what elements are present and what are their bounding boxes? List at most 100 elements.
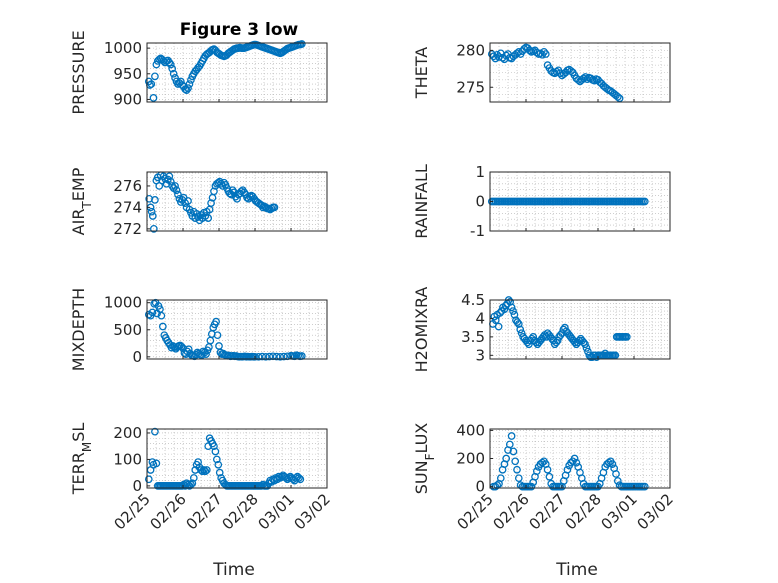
panel-7-y-axis-label: TERRMSL [69,423,94,496]
panel-8-data-point [545,472,554,481]
panel-4-y-tick-label: -1 [470,222,485,240]
panel-8-data-point [563,465,572,474]
panel-3-y-tick-label: 276 [113,177,142,195]
panel-8-x-tick-label: 02/25 [454,490,497,533]
panel-3-data-point [184,197,192,205]
panel-1-y-tick-label: 900 [113,90,142,108]
panel-3-data-point [147,207,156,216]
panel-7-x-tick-label: 02/28 [219,490,262,533]
panel-7-data-point [214,460,223,469]
panel-8-data-point [505,440,514,449]
panel-7-data-point [201,467,210,476]
panel-5-y-tick-label: 500 [113,321,142,339]
panel-2-data-point [556,69,565,78]
panel-6-y-tick-label: 3 [475,346,485,364]
panel-2-data-point [520,45,529,53]
panel-1-y-tick-label: 950 [113,65,142,83]
panel-5-data-point [157,311,166,320]
panel-2-data-point [540,47,548,56]
panel-1-data-point [168,64,177,73]
panel-4-data-point [640,197,649,206]
panel-1-data-point [151,72,159,81]
panel-7-data-point [212,455,221,464]
panel-6-data-point [532,338,540,347]
panel-1-y-tick-label: 1000 [104,39,142,57]
panel-4-y-tick-label: 1 [475,163,485,181]
panel-3-data-point [148,212,157,220]
panel-3-data-point [210,187,218,196]
panel-6-data-point [575,336,584,345]
panel-6-data-point [516,325,525,334]
panel-6-y-axis-label: H2OMIXRA [412,287,431,373]
panel-8-data-point [507,432,516,440]
panel-2-y-axis-label: THETA [412,47,431,99]
panel-8-x-tick-label: 02/26 [490,490,533,533]
panel-5-data-point [213,331,222,340]
panel-7-data-point [292,474,300,482]
panel-2-data-point [613,92,622,101]
panel-8-data-point [640,482,649,491]
panel-1-data-point [155,55,164,64]
panel-3-axes-frame [146,171,328,232]
panel-1-data-point [166,60,175,69]
panel-7-x-tick-label: 02/25 [111,490,154,533]
panel-6-axes-frame [489,299,671,360]
panel-8-data-point [570,454,579,463]
panel-7-data-point [194,458,202,466]
panel-2-data-point [581,73,590,81]
panel-3-data-point [270,203,279,212]
panel-7-data-point [296,475,305,484]
panel-7-data-point [152,459,161,468]
panel-1-data-point [185,80,194,88]
panel-3-data-point [207,199,215,207]
panel-8-data-point [513,465,521,474]
panel-5-data-point [212,317,220,326]
panel-5-data-point [150,299,159,308]
panel-5-data-point [148,308,157,317]
panel-5-y-tick-label: 1000 [104,294,142,312]
panel-8-data-point [538,458,547,467]
panel-2-y-tick-label: 280 [456,41,485,59]
panel-8-data-point [608,460,617,468]
panel-3-y-tick-label: 274 [113,198,142,216]
panel-8-y-tick-label: 0 [475,478,485,496]
panel-8-x-axis-label: Time [555,560,598,580]
panel-3-data-point [204,214,213,222]
panel-7-data-point [210,442,218,451]
panel-1-title: Figure 3 low [180,20,299,40]
panel-8-x-tick-label: 03/02 [634,490,677,533]
panel-3-data-point [246,192,254,201]
panel-7-y-tick-label: 0 [132,477,142,495]
panel-5-y-tick-label: 0 [132,348,142,366]
panel-2-data-point [500,55,509,64]
panel-6-data-point [582,344,591,352]
panel-8-data-point [572,458,581,467]
panel-7-data-point [202,466,211,474]
panel-7-x-tick-label: 02/26 [147,490,190,533]
panel-6-data-point [507,303,516,312]
panel-7-x-tick-label: 03/02 [291,490,334,533]
panel-1-data-point [149,94,158,102]
panel-7-axes-frame [146,428,328,489]
panel-1-data-point [169,69,178,78]
panel-7-data-point [188,479,197,488]
panel-2-data-point [525,46,534,55]
panel-8-data-point [511,457,520,466]
panel-3-data-point [172,186,181,195]
panel-6-data-point [513,318,522,326]
panel-8-y-tick-label: 200 [456,450,485,468]
panel-3-data-point [166,177,175,186]
panel-8-x-tick-label: 03/01 [598,490,641,533]
panel-8-data-point [502,454,511,463]
panel-8-data-point [613,477,622,485]
panel-7-y-tick-label: 100 [113,450,142,468]
panel-8-data-point [514,474,523,483]
panel-1-data-point [147,80,156,88]
panel-7-data-point [211,447,220,456]
panel-1-data-point [171,74,179,82]
panel-3-data-point [171,182,179,190]
panel-8-data-point [527,482,536,491]
panel-8-y-axis-label: SUNFLUX [412,423,437,495]
